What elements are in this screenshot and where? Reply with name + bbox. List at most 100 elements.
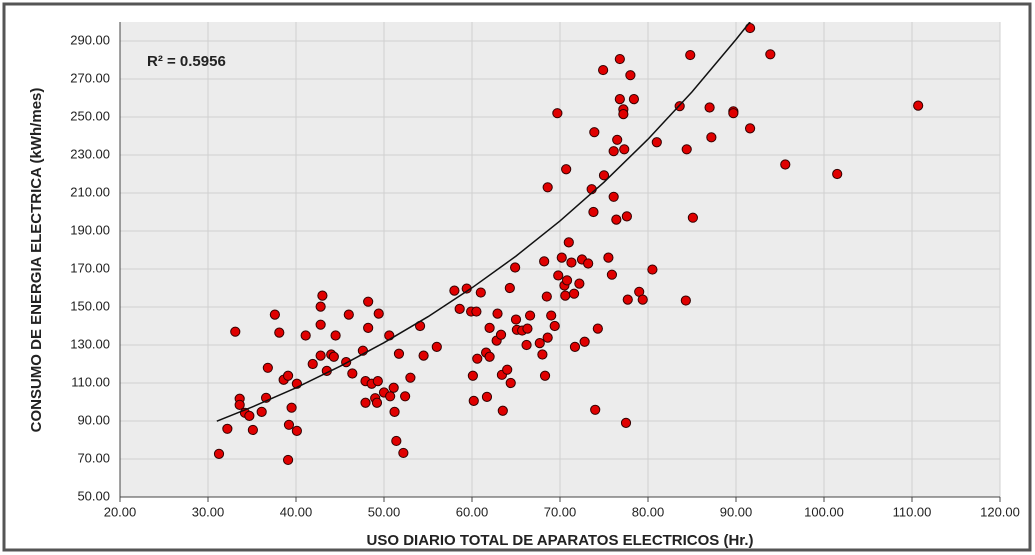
x-tick-label: 70.00 [544, 504, 577, 519]
y-tick-label: 270.00 [70, 70, 110, 85]
data-point [328, 351, 339, 362]
data-point [269, 309, 280, 320]
data-point [343, 309, 354, 320]
data-point [372, 376, 383, 387]
data-point [317, 290, 328, 301]
data-point [283, 419, 295, 430]
data-point [537, 349, 548, 360]
data-point [592, 323, 603, 334]
data-point [282, 370, 294, 381]
y-tick-label: 130.00 [70, 336, 110, 351]
data-point [300, 330, 311, 341]
data-point [612, 134, 623, 145]
y-axis-title: CONSUMO DE ENERGIA ELECTRICA (kWh/mes) [28, 88, 45, 433]
data-point [492, 308, 503, 319]
data-point [680, 295, 691, 306]
data-point [475, 287, 486, 298]
data-point [371, 397, 383, 408]
data-point [244, 410, 255, 421]
data-point [583, 258, 594, 269]
data-point [539, 370, 551, 381]
data-point [504, 282, 515, 294]
x-tick-label: 110.00 [893, 504, 932, 519]
data-point [393, 348, 405, 359]
y-tick-label: 210.00 [70, 184, 110, 199]
x-tick-label: 50.00 [368, 504, 401, 519]
data-point [510, 314, 522, 325]
data-point [467, 370, 478, 381]
y-tick-label: 70.00 [77, 450, 110, 465]
data-point [568, 288, 580, 299]
data-point [560, 290, 571, 301]
data-point [534, 338, 545, 349]
data-point [542, 182, 553, 193]
data-point [468, 395, 479, 406]
data-point [497, 405, 508, 416]
data-point [389, 406, 400, 417]
data-point [307, 358, 318, 370]
data-point [373, 308, 384, 319]
data-point [546, 310, 557, 321]
data-point [315, 350, 326, 361]
data-point [625, 70, 636, 81]
x-tick-label: 80.00 [632, 504, 665, 519]
data-point [574, 278, 585, 289]
data-point [405, 372, 416, 383]
data-point [728, 108, 739, 119]
data-point [541, 291, 552, 302]
data-point [385, 391, 396, 402]
data-point [230, 326, 241, 337]
data-point [256, 406, 267, 417]
data-point [522, 323, 533, 334]
y-tick-label: 290.00 [70, 32, 110, 47]
data-point [449, 285, 460, 296]
data-point [606, 269, 618, 280]
r-squared: R² = 0.5956 [147, 53, 226, 70]
data-point [347, 368, 358, 379]
data-point [391, 435, 402, 447]
data-point [566, 257, 577, 268]
data-point [611, 214, 622, 225]
data-point [400, 391, 411, 402]
data-point [614, 94, 625, 105]
data-point [563, 237, 574, 248]
data-point [647, 264, 658, 275]
data-point [569, 341, 581, 352]
data-point [360, 397, 371, 408]
data-point [553, 270, 564, 281]
data-point [765, 49, 776, 60]
y-tick-label: 230.00 [70, 146, 110, 161]
data-point [247, 424, 258, 436]
data-point [637, 294, 648, 305]
data-point [608, 146, 619, 157]
data-point [315, 319, 326, 330]
data-point [524, 310, 536, 321]
y-tick-label: 90.00 [77, 412, 110, 427]
data-point [454, 303, 465, 314]
data-point [588, 206, 599, 218]
data-point [502, 364, 513, 375]
data-point [590, 404, 601, 415]
data-point [552, 108, 563, 119]
data-point [579, 336, 590, 347]
x-tick-label: 100.00 [804, 504, 844, 519]
data-point [618, 109, 629, 120]
data-point [780, 159, 791, 170]
data-point [222, 423, 233, 434]
data-point [561, 275, 573, 286]
data-point [521, 339, 532, 351]
data-point [706, 132, 717, 143]
data-point [603, 252, 614, 263]
data-point [484, 351, 495, 362]
data-point [262, 362, 273, 373]
data-point [621, 211, 632, 222]
data-point [505, 377, 516, 389]
data-point [213, 448, 225, 459]
data-point [561, 164, 572, 175]
data-point [832, 168, 843, 180]
data-point [471, 306, 482, 317]
data-point [549, 320, 560, 332]
trendline [216, 22, 751, 422]
